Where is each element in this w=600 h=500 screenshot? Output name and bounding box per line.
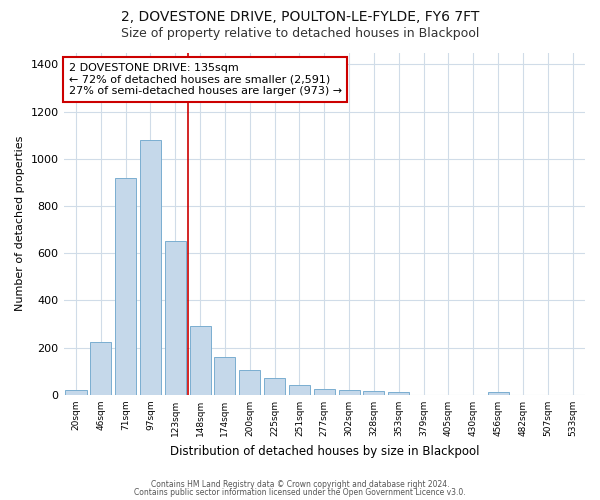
Bar <box>239 370 260 395</box>
Bar <box>364 390 385 395</box>
Text: Contains HM Land Registry data © Crown copyright and database right 2024.: Contains HM Land Registry data © Crown c… <box>151 480 449 489</box>
Text: Size of property relative to detached houses in Blackpool: Size of property relative to detached ho… <box>121 28 479 40</box>
Bar <box>338 390 359 395</box>
Text: 2 DOVESTONE DRIVE: 135sqm
← 72% of detached houses are smaller (2,591)
27% of se: 2 DOVESTONE DRIVE: 135sqm ← 72% of detac… <box>69 63 342 96</box>
Bar <box>264 378 285 395</box>
Y-axis label: Number of detached properties: Number of detached properties <box>15 136 25 312</box>
X-axis label: Distribution of detached houses by size in Blackpool: Distribution of detached houses by size … <box>170 444 479 458</box>
Bar <box>90 342 112 395</box>
Bar <box>115 178 136 395</box>
Bar <box>140 140 161 395</box>
Bar <box>190 326 211 395</box>
Bar <box>388 392 409 395</box>
Bar <box>488 392 509 395</box>
Bar <box>314 389 335 395</box>
Text: 2, DOVESTONE DRIVE, POULTON-LE-FYLDE, FY6 7FT: 2, DOVESTONE DRIVE, POULTON-LE-FYLDE, FY… <box>121 10 479 24</box>
Bar <box>165 242 186 395</box>
Text: Contains public sector information licensed under the Open Government Licence v3: Contains public sector information licen… <box>134 488 466 497</box>
Bar <box>214 357 235 395</box>
Bar <box>289 386 310 395</box>
Bar <box>65 390 86 395</box>
